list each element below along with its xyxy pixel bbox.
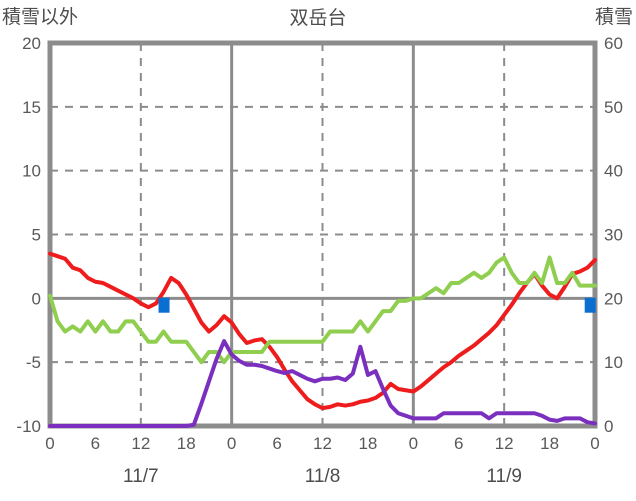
right-axis-tick-label: 40 bbox=[604, 162, 623, 181]
right-axis-ticks: 0 10 20 30 40 50 60 bbox=[604, 34, 623, 436]
x-axis-tick-label: 12 bbox=[131, 434, 150, 453]
left-axis-tick-label: 5 bbox=[32, 226, 41, 245]
left-axis-title: 積雪以外 bbox=[2, 7, 79, 28]
right-axis-tick-label: 20 bbox=[604, 289, 623, 308]
left-axis-tick-label: 10 bbox=[22, 162, 41, 181]
gridlines bbox=[50, 43, 595, 426]
left-axis-tick-label: -10 bbox=[16, 417, 41, 436]
x-axis-tick-label: 0 bbox=[45, 434, 54, 453]
x-axis-day-labels: 11/7 11/8 11/9 bbox=[123, 466, 522, 487]
snow-marker bbox=[158, 297, 170, 313]
x-axis-tick-label: 18 bbox=[358, 434, 377, 453]
left-axis-ticks: -10 -5 0 5 10 15 20 bbox=[16, 34, 41, 436]
x-axis-tick-label: 12 bbox=[495, 434, 514, 453]
right-axis-tick-label: 0 bbox=[604, 417, 613, 436]
x-axis-tick-label: 12 bbox=[313, 434, 332, 453]
left-axis-tick-label: 0 bbox=[32, 289, 41, 308]
snow-marker bbox=[584, 297, 596, 313]
x-axis-ticks: 0 6 12 18 0 6 12 18 0 6 12 18 0 bbox=[45, 434, 599, 453]
x-axis-tick-label: 0 bbox=[590, 434, 599, 453]
x-axis-tick-label: 18 bbox=[177, 434, 196, 453]
x-axis-day-label: 11/7 bbox=[123, 466, 159, 487]
x-axis-tick-label: 6 bbox=[454, 434, 463, 453]
series-line bbox=[48, 255, 597, 365]
x-axis-tick-label: 0 bbox=[227, 434, 236, 453]
plot-frame bbox=[47, 40, 598, 429]
right-axis-title: 積雪 bbox=[594, 7, 633, 28]
x-axis-day-label: 11/8 bbox=[305, 466, 341, 487]
data-series-group bbox=[48, 251, 597, 428]
x-axis-tick-label: 6 bbox=[272, 434, 281, 453]
right-axis-tick-label: 60 bbox=[604, 34, 623, 53]
plot-border bbox=[47, 40, 598, 429]
right-axis-tick-label: 50 bbox=[604, 98, 623, 117]
right-axis-tick-label: 10 bbox=[604, 353, 623, 372]
right-axis-tick-label: 30 bbox=[604, 226, 623, 245]
x-axis-tick-label: 6 bbox=[91, 434, 100, 453]
x-axis-tick-label: 18 bbox=[540, 434, 559, 453]
marker-group bbox=[158, 297, 596, 313]
left-axis-tick-label: 15 bbox=[22, 98, 41, 117]
x-axis-tick-label: 0 bbox=[409, 434, 418, 453]
left-axis-tick-label: -5 bbox=[26, 353, 41, 372]
page-title: 双岳台 bbox=[289, 8, 347, 29]
series-line bbox=[48, 339, 597, 428]
x-axis-day-label: 11/9 bbox=[486, 466, 522, 487]
left-axis-tick-label: 20 bbox=[22, 34, 41, 53]
series-line bbox=[48, 251, 597, 411]
